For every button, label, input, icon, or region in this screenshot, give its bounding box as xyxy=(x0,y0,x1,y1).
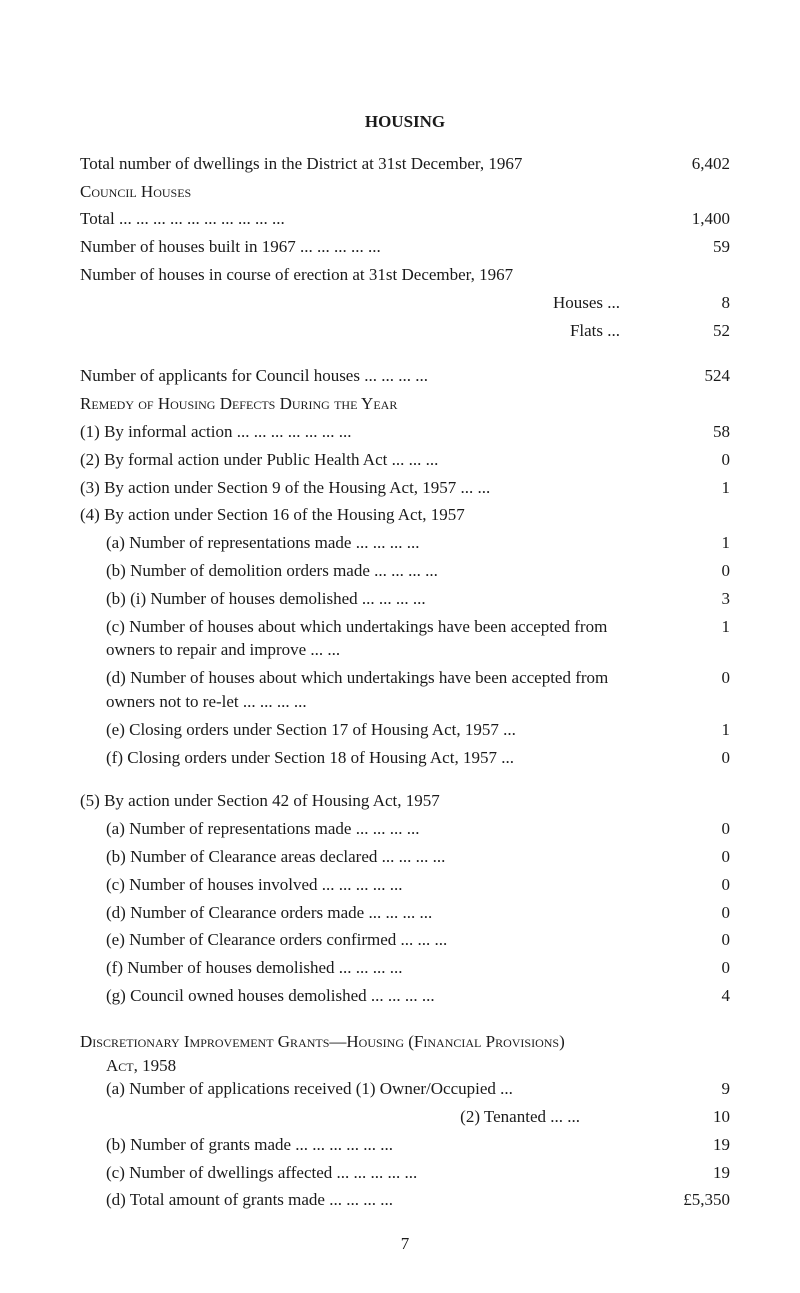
value: 8 xyxy=(670,291,730,315)
label: (b) Number of demolition orders made ...… xyxy=(80,559,670,583)
value: £5,350 xyxy=(670,1188,730,1212)
line-5d: (d) Number of Clearance orders made ... … xyxy=(80,901,730,925)
page-number: 7 xyxy=(80,1232,730,1256)
label: Number of houses in course of erection a… xyxy=(80,263,730,287)
label: (e) Closing orders under Section 17 of H… xyxy=(80,718,670,742)
line-4e: (e) Closing orders under Section 17 of H… xyxy=(80,718,730,742)
value: 0 xyxy=(670,448,730,472)
heading-line-2: Act, 1958 xyxy=(80,1054,730,1078)
label: (2) By formal action under Public Health… xyxy=(80,448,670,472)
value: 1 xyxy=(670,615,730,663)
line-houses-built: Number of houses built in 1967 ... ... .… xyxy=(80,235,730,259)
label: (3) By action under Section 9 of the Hou… xyxy=(80,476,670,500)
value: 1,400 xyxy=(670,207,730,231)
document-title: HOUSING xyxy=(80,110,730,134)
heading-line-1: Discretionary Improvement Grants—Housing… xyxy=(80,1030,730,1054)
line-disc-a2: (2) Tenanted ... ... 10 xyxy=(80,1105,730,1129)
label: (4) By action under Section 16 of the Ho… xyxy=(80,503,730,527)
line-erection-heading: Number of houses in course of erection a… xyxy=(80,263,730,287)
line-2: (2) By formal action under Public Health… xyxy=(80,448,730,472)
line-5a: (a) Number of representations made ... .… xyxy=(80,817,730,841)
line-4: (4) By action under Section 16 of the Ho… xyxy=(80,503,730,527)
value: 9 xyxy=(670,1077,730,1101)
value: 4 xyxy=(670,984,730,1008)
label: (d) Total amount of grants made ... ... … xyxy=(80,1188,670,1212)
line-4c: (c) Number of houses about which underta… xyxy=(80,615,730,663)
line-5c: (c) Number of houses involved ... ... ..… xyxy=(80,873,730,897)
line-total-dwellings: Total number of dwellings in the Distric… xyxy=(80,152,730,176)
label: (d) Number of houses about which underta… xyxy=(80,666,670,714)
label: (c) Number of dwellings affected ... ...… xyxy=(80,1161,670,1185)
label: (f) Closing orders under Section 18 of H… xyxy=(80,746,670,770)
value: 0 xyxy=(670,666,730,714)
value: 0 xyxy=(670,746,730,770)
label: (a) Number of representations made ... .… xyxy=(80,817,670,841)
line-disc-a: (a) Number of applications received (1) … xyxy=(80,1077,730,1101)
value: 0 xyxy=(670,845,730,869)
value: 0 xyxy=(670,928,730,952)
label: (2) Tenanted ... ... xyxy=(80,1105,670,1129)
label: (1) By informal action ... ... ... ... .… xyxy=(80,420,670,444)
value: 52 xyxy=(670,319,730,343)
line-council-houses-heading: Council Houses xyxy=(80,180,730,204)
label: Number of houses built in 1967 ... ... .… xyxy=(80,235,670,259)
label: (a) Number of representations made ... .… xyxy=(80,531,670,555)
label: (c) Number of houses involved ... ... ..… xyxy=(80,873,670,897)
line-applicants: Number of applicants for Council houses … xyxy=(80,364,730,388)
line-4d: (d) Number of houses about which underta… xyxy=(80,666,730,714)
line-houses-sub: Houses ... 8 xyxy=(80,291,730,315)
value: 524 xyxy=(670,364,730,388)
value: 3 xyxy=(670,587,730,611)
label: (g) Council owned houses demolished ... … xyxy=(80,984,670,1008)
label: (a) Number of applications received (1) … xyxy=(80,1077,670,1101)
value: 6,402 xyxy=(670,152,730,176)
line-4b: (b) Number of demolition orders made ...… xyxy=(80,559,730,583)
line-3: (3) By action under Section 9 of the Hou… xyxy=(80,476,730,500)
value: 0 xyxy=(670,956,730,980)
value: 19 xyxy=(670,1161,730,1185)
line-5e: (e) Number of Clearance orders confirmed… xyxy=(80,928,730,952)
line-4a: (a) Number of representations made ... .… xyxy=(80,531,730,555)
label: (b) Number of grants made ... ... ... ..… xyxy=(80,1133,670,1157)
label: (d) Number of Clearance orders made ... … xyxy=(80,901,670,925)
label: Number of applicants for Council houses … xyxy=(80,364,670,388)
line-remedy-heading: Remedy of Housing Defects During the Yea… xyxy=(80,392,730,416)
label: Flats ... xyxy=(80,319,670,343)
label: Remedy of Housing Defects During the Yea… xyxy=(80,392,730,416)
label: (b) (i) Number of houses demolished ... … xyxy=(80,587,670,611)
value: 19 xyxy=(670,1133,730,1157)
line-disc-b: (b) Number of grants made ... ... ... ..… xyxy=(80,1133,730,1157)
label: (e) Number of Clearance orders confirmed… xyxy=(80,928,670,952)
value: 1 xyxy=(670,476,730,500)
line-5g: (g) Council owned houses demolished ... … xyxy=(80,984,730,1008)
value: 1 xyxy=(670,531,730,555)
label: Houses ... xyxy=(80,291,670,315)
label: (5) By action under Section 42 of Housin… xyxy=(80,789,730,813)
label: (c) Number of houses about which underta… xyxy=(80,615,670,663)
line-4f: (f) Closing orders under Section 18 of H… xyxy=(80,746,730,770)
line-1: (1) By informal action ... ... ... ... .… xyxy=(80,420,730,444)
value: 0 xyxy=(670,901,730,925)
label: Council Houses xyxy=(80,180,730,204)
value: 0 xyxy=(670,559,730,583)
line-disc-c: (c) Number of dwellings affected ... ...… xyxy=(80,1161,730,1185)
value: 59 xyxy=(670,235,730,259)
label: (f) Number of houses demolished ... ... … xyxy=(80,956,670,980)
label: Total number of dwellings in the Distric… xyxy=(80,152,670,176)
line-disc-d: (d) Total amount of grants made ... ... … xyxy=(80,1188,730,1212)
value: 0 xyxy=(670,817,730,841)
line-5f: (f) Number of houses demolished ... ... … xyxy=(80,956,730,980)
line-total: Total ... ... ... ... ... ... ... ... ..… xyxy=(80,207,730,231)
value: 1 xyxy=(670,718,730,742)
label: (b) Number of Clearance areas declared .… xyxy=(80,845,670,869)
line-4bi: (b) (i) Number of houses demolished ... … xyxy=(80,587,730,611)
label: Total ... ... ... ... ... ... ... ... ..… xyxy=(80,207,670,231)
value: 10 xyxy=(670,1105,730,1129)
line-flats-sub: Flats ... 52 xyxy=(80,319,730,343)
value: 0 xyxy=(670,873,730,897)
discretionary-heading: Discretionary Improvement Grants—Housing… xyxy=(80,1030,730,1078)
line-5: (5) By action under Section 42 of Housin… xyxy=(80,789,730,813)
line-5b: (b) Number of Clearance areas declared .… xyxy=(80,845,730,869)
value: 58 xyxy=(670,420,730,444)
